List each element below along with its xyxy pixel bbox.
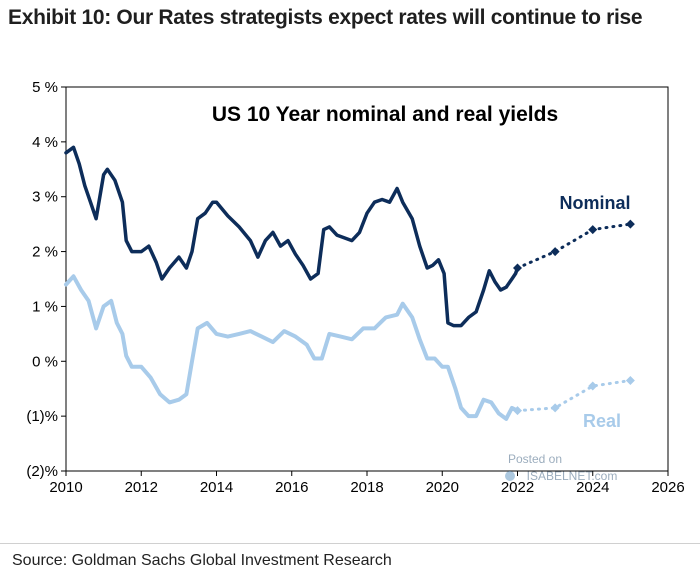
- forecast-point: [550, 403, 560, 413]
- forecast-point: [513, 263, 522, 273]
- watermark-line2: ISABELNET.com: [527, 469, 618, 483]
- legend-label-nominal: Nominal: [559, 193, 630, 213]
- y-tick-label: 2 %: [32, 244, 58, 261]
- series-line-real: [64, 274, 520, 421]
- source-note: Source: Goldman Sachs Global Investment …: [12, 552, 392, 569]
- x-tick-label: 2016: [275, 479, 308, 496]
- watermark: Posted on ISABELNET.com: [505, 452, 617, 483]
- chart-title: US 10 Year nominal and real yields: [212, 103, 558, 126]
- exhibit-title: Exhibit 10: Our Rates strategists expect…: [8, 6, 643, 29]
- forecast-point: [625, 375, 635, 385]
- x-tick-label: 2012: [125, 479, 158, 496]
- series-line-nominal: [64, 145, 520, 328]
- forecast-point: [588, 381, 598, 391]
- x-axis: 2010 2012 2014 2016 2018 2020 2022 2024 2026: [49, 471, 685, 496]
- watermark-logo-icon: [505, 471, 515, 481]
- forecast-point: [550, 247, 560, 257]
- plot-frame: [65, 86, 669, 472]
- forecast-point: [625, 219, 635, 229]
- y-tick-label: 5 %: [32, 79, 58, 96]
- y-tick-label: 4 %: [32, 134, 58, 151]
- forecast-point: [513, 406, 522, 416]
- x-tick-label: 2022: [501, 479, 534, 496]
- x-tick-label: 2024: [576, 479, 609, 496]
- y-tick-label: 1 %: [32, 298, 58, 315]
- legend-label-real: Real: [583, 411, 621, 431]
- y-tick-label: (1)%: [26, 408, 58, 425]
- forecast-point: [588, 225, 598, 235]
- x-tick-label: 2026: [651, 479, 684, 496]
- series-layer: [64, 145, 635, 421]
- y-tick-label: (2)%: [26, 463, 58, 480]
- y-tick-label: 3 %: [32, 189, 58, 206]
- y-tick-label: 0 %: [32, 353, 58, 370]
- x-tick-label: 2010: [49, 479, 82, 496]
- watermark-line1: Posted on: [508, 452, 562, 466]
- chart-container: (2)% (1)% 0 % 1 % 2 % 3 % 4 % 5 % 2010 2012 2014 2…: [0, 70, 700, 510]
- y-axis: (2)% (1)% 0 % 1 % 2 % 3 % 4 % 5 %: [26, 79, 66, 480]
- series-line-nominal-forecast: [516, 222, 632, 270]
- line-chart: (2)%(1)%0 %1 %2 %3 %4 %5 % 2010 2012 2014 2…: [26, 79, 685, 496]
- divider: [0, 543, 700, 544]
- x-tick-label: 2014: [200, 479, 233, 496]
- series-line-real-forecast: [516, 379, 632, 413]
- x-tick-label: 2020: [426, 479, 459, 496]
- x-tick-label: 2018: [350, 479, 383, 496]
